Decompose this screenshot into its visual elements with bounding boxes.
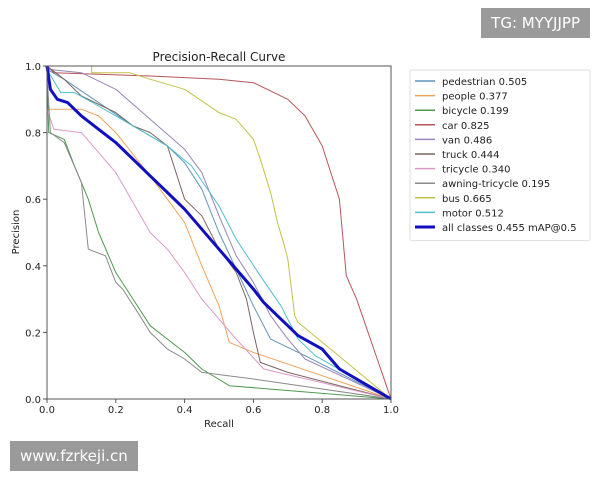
series-line-motor: [46, 69, 392, 400]
legend-box: [409, 69, 591, 242]
legend-label: tricycle 0.340: [442, 165, 510, 176]
y-tick-label: 0.0: [25, 395, 41, 406]
legend-label: bicycle 0.199: [442, 106, 509, 117]
series-line-all: [45, 65, 392, 401]
series-line-bus: [91, 66, 392, 400]
x-tick-label: 1.0: [383, 405, 399, 416]
x-tick-label: 0.8: [314, 405, 330, 416]
legend-label: pedestrian 0.505: [442, 77, 527, 88]
y-tick-label: 1.0: [25, 62, 41, 73]
legend-label: car 0.825: [442, 121, 490, 132]
y-tick-label: 0.2: [25, 328, 41, 339]
plot-frame: [46, 65, 392, 400]
series-line-pedestrian: [46, 68, 392, 400]
watermark-bottom: www.fzrkeji.cn: [10, 441, 138, 471]
series-line-people: [47, 108, 392, 400]
series-line-car: [46, 65, 392, 400]
legend-label: motor 0.512: [442, 208, 504, 219]
series-line-van: [46, 68, 392, 400]
legend-label: bus 0.665: [442, 194, 492, 205]
x-tick-label: 0.0: [39, 405, 55, 416]
legend-label: people 0.377: [442, 92, 508, 103]
watermark-top: TG: MYYJJPP: [481, 8, 590, 38]
x-tick-label: 0.6: [245, 405, 261, 416]
legend-label: all classes 0.455 mAP@0.5: [442, 223, 577, 234]
x-tick-label: 0.4: [177, 405, 193, 416]
series-line-awning-tricycle: [46, 72, 392, 400]
y-axis-label: Precision: [11, 210, 22, 255]
x-axis-label: Recall: [204, 419, 234, 430]
y-tick-label: 0.8: [25, 129, 41, 140]
series-line-bicycle: [46, 69, 392, 400]
y-tick-label: 0.6: [25, 195, 41, 206]
legend-label: truck 0.444: [442, 150, 499, 161]
series-line-tricycle: [46, 109, 392, 400]
legend-label: awning-tricycle 0.195: [442, 179, 550, 190]
legend-label: van 0.486: [442, 135, 492, 146]
legend: pedestrian 0.505 people 0.377 bicycle 0.19…: [409, 69, 591, 242]
x-tick-label: 0.2: [108, 405, 124, 416]
series-line-truck: [46, 65, 392, 400]
chart-title: Precision-Recall Curve: [153, 50, 286, 64]
y-tick-label: 0.4: [25, 262, 41, 273]
